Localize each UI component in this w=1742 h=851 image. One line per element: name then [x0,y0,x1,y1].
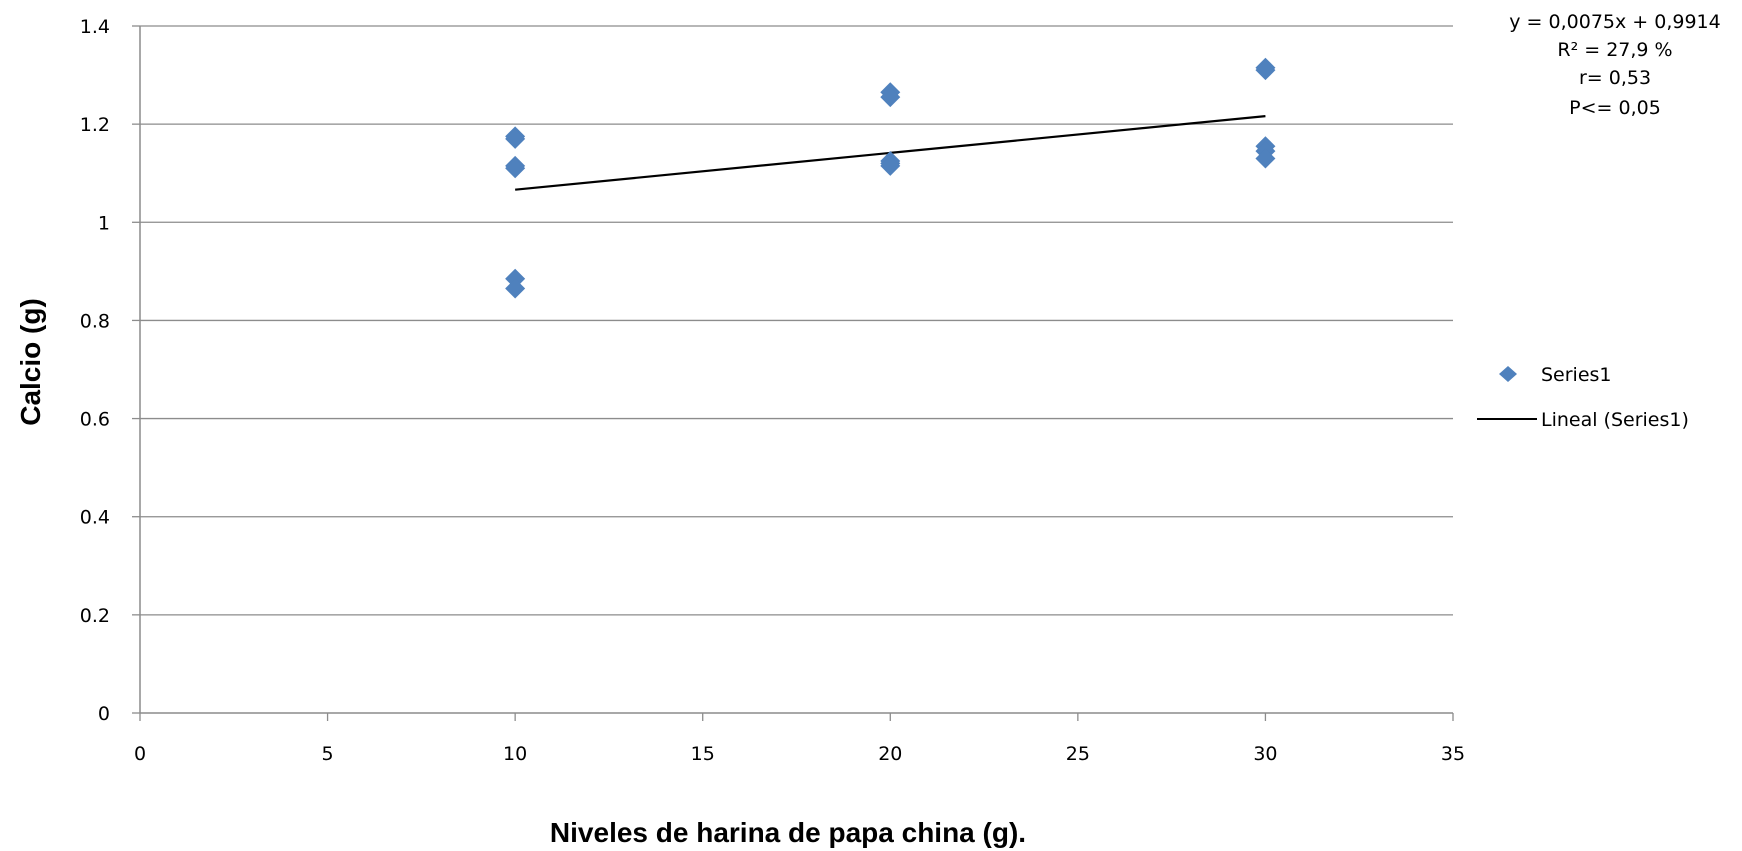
y-axis-title: Calcio (g) [15,298,46,426]
legend-series1-label: Series1 [1541,364,1612,386]
x-tick-label: 25 [1066,743,1090,765]
y-tick-label: 1 [98,212,110,234]
y-tick-label: 0.4 [80,507,110,529]
legend-trendline-label: Lineal (Series1) [1541,409,1689,431]
x-tick-label: 15 [691,743,715,765]
x-tick-label: 10 [503,743,527,765]
axes [139,26,1453,714]
p-value-text: P<= 0,05 [1569,97,1661,119]
x-tick-label: 5 [322,743,334,765]
r-text: r= 0,53 [1579,67,1651,89]
regression-annotation: y = 0,0075x + 0,9914 R² = 27,9 % r= 0,53… [1509,11,1720,119]
y-tick-label: 1.4 [80,16,110,38]
x-tick-label: 0 [134,743,146,765]
data-point [880,87,901,108]
y-axis-ticks: 0 0.2 0.4 0.6 0.8 1 1.2 1.4 [80,16,140,725]
x-axis-title: Niveles de harina de papa china (g). [550,817,1026,848]
x-tick-label: 30 [1253,743,1277,765]
data-points [505,57,1276,299]
data-point [505,278,526,299]
legend-series1-marker [1499,366,1517,382]
gridlines [140,25,1453,616]
y-tick-label: 0 [98,703,110,725]
y-tick-label: 0.8 [80,310,110,332]
y-tick-label: 1.2 [80,114,110,136]
legend: Series1 Lineal (Series1) [1477,364,1689,431]
y-tick-label: 0.2 [80,605,110,627]
data-point [1255,148,1276,169]
data-point [505,128,526,149]
x-tick-label: 20 [878,743,902,765]
data-point [1255,60,1276,81]
data-point [880,155,901,176]
x-tick-label: 35 [1441,743,1465,765]
y-tick-label: 0.6 [80,409,110,431]
data-point [505,158,526,179]
r-squared-text: R² = 27,9 % [1557,39,1672,61]
x-axis-ticks: 0 5 10 15 20 25 30 35 [134,713,1465,765]
equation-text: y = 0,0075x + 0,9914 [1509,11,1720,33]
